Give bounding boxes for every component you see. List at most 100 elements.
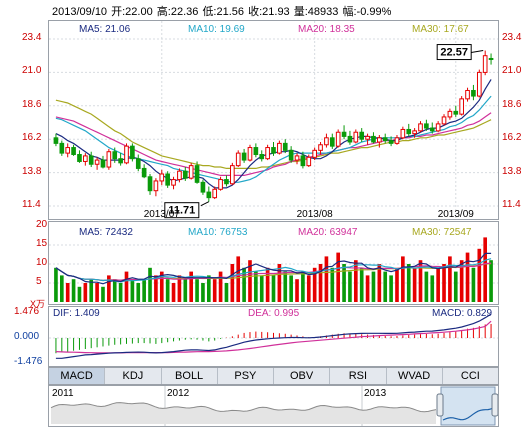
volume-y-tick: 15 [36,238,48,249]
candle-body [359,131,365,140]
candle-body [65,147,71,154]
price-panel[interactable]: 22.57 11.71 2013/07 2013/08 2013/09 MA5: 21.… [48,20,499,220]
volume-bar [342,264,346,302]
candle-body [224,179,229,185]
candle-body [188,165,194,179]
quote-low: 低:21.56 [202,6,245,18]
candle-body [212,188,218,199]
volume-bar [177,275,182,302]
volume-ma10-line [55,258,492,283]
volume-bar [489,260,493,302]
volume-bar [277,264,282,302]
range-navigator[interactable]: 2011 2012 2013 [48,385,499,427]
price-y-tick-left: 13.8 [22,165,42,177]
candle-body [53,137,59,144]
macd-y-tick: 1.476 [14,306,40,317]
volume-bar [236,256,241,302]
price-y-tick-right: 18.6 [502,98,522,110]
volume-bar [201,283,205,302]
candle-body [424,123,429,129]
price-ma10-label: MA10: 19.69 [188,24,245,35]
volume-bar [412,267,417,302]
volume-bar [89,279,94,302]
tab-macd[interactable]: MACD [49,368,106,384]
quote-high: 高:22.36 [156,6,199,18]
macd-y-tick: -1.476 [14,356,43,367]
candle-body [435,123,441,132]
candle-body [441,116,447,125]
volume-ma20-line [55,262,492,282]
candle-body [382,137,388,142]
volume-panel[interactable]: MA5: 72432 MA10: 76753 MA20: 63947 MA30:… [48,221,499,305]
volume-bar [389,275,393,302]
candle-body [182,170,188,179]
candle-body [341,131,347,137]
dif-line [55,313,492,359]
candle-body [353,131,359,143]
navigator-year-2013: 2013 [364,388,387,399]
candle-body [118,158,123,164]
quote-volume: 量:48933 [293,6,339,18]
tab-rsi[interactable]: RSI [330,368,387,384]
volume-bar [442,264,446,302]
candle-body [318,144,323,151]
volume-bar [348,271,352,302]
tab-wvad[interactable]: WVAD [387,368,443,384]
tab-psy[interactable]: PSY [218,368,274,384]
macd-panel[interactable]: DIF: 1.409 DEA: 0.995 MACD: 0.829 [48,306,499,367]
price-y-tick-right: 11.4 [502,199,521,210]
tab-boll[interactable]: BOLL [162,368,218,384]
candle-body [447,110,453,118]
volume-bar [242,267,246,302]
volume-bar [65,283,70,302]
price-ma5-label: MA5: 21.06 [79,24,131,35]
volume-bar [383,271,388,302]
volume-bar [471,267,476,302]
candle-body [271,147,276,154]
volume-bar [465,252,470,302]
candle-body [329,137,335,147]
candle-body [124,145,129,164]
volume-bar [377,264,382,302]
volume-bar [112,279,117,302]
high-marker-label: 22.57 [440,47,468,59]
candle-body [288,149,294,161]
quote-change: 幅:-0.99% [342,6,392,18]
low-marker-label: 11.71 [168,205,195,217]
volume-bar [218,271,223,302]
indicator-tabs: MACD KDJ BOLL PSY OBV RSI WVAD CCI [48,367,499,385]
volume-bar [206,275,211,302]
candle-body [377,137,382,143]
volume-bar [83,283,88,302]
tab-cci[interactable]: CCI [460,370,480,382]
price-y-tick-left: 11.4 [22,199,41,210]
macd-dif-label: DIF: 1.409 [53,308,100,319]
price-y-tick-left: 21.0 [22,65,42,77]
candle-body [394,137,400,144]
candle-body [77,154,82,162]
tab-kdj[interactable]: KDJ [105,368,162,384]
volume-bar [424,271,429,302]
candle-body [200,181,206,193]
candle-body [265,147,270,160]
price-y-tick-right: 16.2 [502,132,522,144]
candle-body [406,128,412,135]
candle-body [371,135,376,143]
quote-open: 开:22.00 [111,6,153,18]
tab-obv[interactable]: OBV [274,368,331,384]
volume-bar [159,271,164,302]
volume-bar [189,271,194,302]
volume-bar [448,256,452,302]
candle-body [141,167,147,178]
navigator-line [50,402,437,413]
ma30-line [55,99,492,169]
volume-bar [230,264,235,302]
volume-bar [148,267,152,302]
volume-bar [359,267,364,302]
volume-bar [107,275,111,302]
quote-close: 收:21.93 [248,6,290,18]
volume-bar [259,275,264,302]
candle-body [459,98,464,115]
volume-bar [295,279,299,302]
volume-bar [406,264,411,302]
